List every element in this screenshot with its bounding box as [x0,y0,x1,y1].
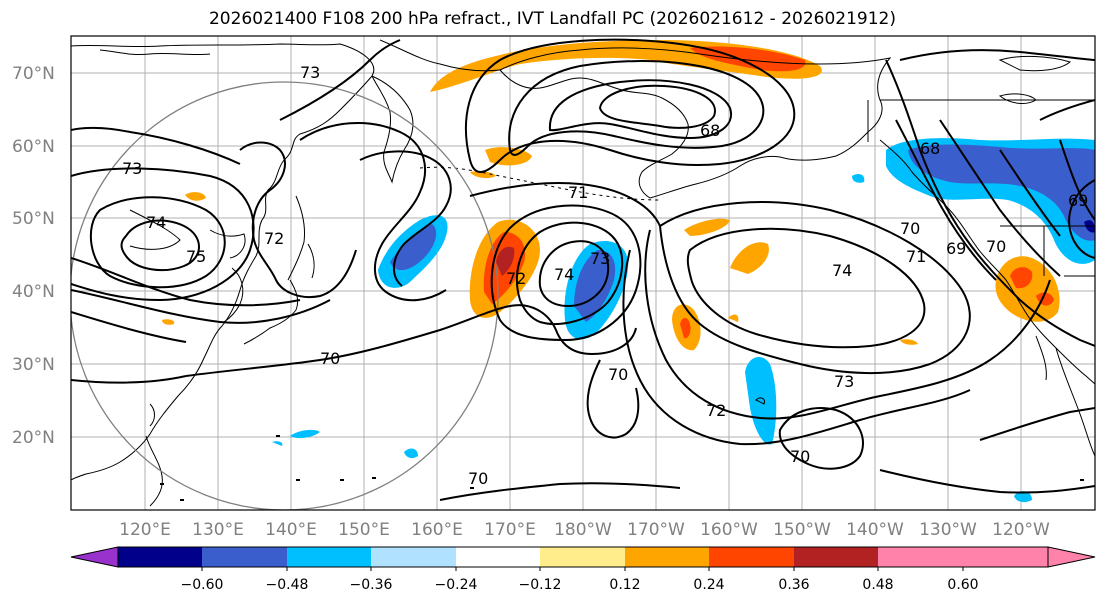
colorbar-segment [794,547,878,567]
shade-positive-california-core [1010,267,1033,289]
shade-positive-small-d [728,314,739,322]
lon-label: 130°W [919,520,977,540]
shade-negative-goa-core [908,144,1095,241]
lon-label: 130°E [192,520,244,540]
lon-label: 170°W [627,520,685,540]
contour-label: 75 [186,247,206,266]
colorbar-segment [118,547,202,567]
lon-label: 140°E [265,520,317,540]
contour-labels: 73 73 74 75 72 68 71 72 74 73 70 70 74 7… [122,63,1088,488]
lon-label: 150°E [338,520,390,540]
map-frame [70,35,1096,511]
contour-label: 73 [590,249,610,268]
colorbar-tick-label: −0.48 [266,577,309,593]
shade-positive-160w-core [680,318,691,339]
lon-label: 120°W [992,520,1050,540]
contour-label: 71 [906,247,926,266]
contour-label: 72 [264,229,284,248]
colorbar-tick-label: −0.12 [519,577,562,593]
contour-label: 71 [568,183,588,202]
contour-label: 70 [468,469,488,488]
shade-negative-small-g [404,448,418,459]
contour-label: 68 [920,139,940,158]
colorbar-segment [540,547,625,567]
colorbar-segment [287,547,371,567]
shade-positive-cpac-deep [496,246,515,276]
lat-label: 20°N [12,428,55,448]
colorbar-tick-label: 0.24 [693,577,724,593]
shade-negative-small-h [272,441,283,446]
shade-positive-small-c [684,218,730,236]
contour-label: 72 [506,269,526,288]
shade-negative-small-f [290,429,320,439]
colorbar-segment [625,547,709,567]
latitude-labels: 70°N 60°N 50°N 40°N 30°N 20°N [12,64,55,448]
shade-positive-155w [730,242,769,274]
colorbar-tick-label: 0.12 [609,577,640,593]
shade-positive-small-b [470,171,496,179]
figure-title: 2026021400 F108 200 hPa refract., IVT La… [208,9,896,29]
contour-label: 73 [300,63,320,82]
contour-label: 70 [608,365,628,384]
contour-label: 73 [122,159,142,178]
lon-label: 140°W [846,520,904,540]
contour-label: 70 [790,447,810,466]
colorbar-tick-label: 0.36 [778,577,809,593]
colorbar-extend-low [70,546,119,568]
colorbar-tick-label: 0.60 [947,577,978,593]
lat-label: 60°N [12,137,55,157]
shade-positive-small-a [185,192,206,201]
contour-label: 69 [1068,191,1088,210]
colorbar-segment [202,547,287,567]
gridlines [71,36,1095,510]
colorbar-segment [456,547,540,567]
shade-positive-small-e [900,339,918,345]
contour-label: 73 [834,372,854,391]
colorbar-segment [963,547,1048,567]
reference-circle [71,81,499,510]
colorbar-segment [878,547,963,567]
colorbar-extend-high [1047,546,1096,568]
contour-label: 72 [706,401,726,420]
colorbar-segment [371,547,456,567]
lat-label: 40°N [12,282,55,302]
contour-label: 70 [320,349,340,368]
shade-positive-small-k [162,319,175,325]
colorbar-tick-label: −0.36 [350,577,393,593]
shade-negative-dateline-core [574,250,616,322]
lon-label: 180°W [554,520,612,540]
lon-label: 160°E [411,520,463,540]
shade-negative-small-j [852,174,865,183]
lat-label: 30°N [12,355,55,375]
colorbar-segment [709,547,794,567]
lat-label: 50°N [12,209,55,229]
contour-label: 74 [554,265,574,284]
lon-label: 120°E [119,520,171,540]
colorbar-tick-label: −0.60 [181,577,224,593]
longitude-labels: 120°E 130°E 140°E 150°E 160°E 170°E 180°… [119,520,1050,540]
shade-negative-hawaii [745,357,777,445]
lon-label: 160°W [700,520,758,540]
lat-label: 70°N [12,64,55,84]
lon-label: 170°E [484,520,536,540]
contour-label: 70 [986,237,1006,256]
shade-negative-wpac-core [390,224,437,271]
contour-label: 74 [146,213,166,232]
colorbar-tick-label: −0.24 [435,577,478,593]
contour-label: 68 [700,121,720,140]
colorbar: −0.60 −0.48 −0.36 −0.24 −0.12 0.12 0.24 … [70,546,1096,593]
refractivity-contours [71,38,1095,501]
shade-negative-small-i [1014,491,1032,503]
lon-label: 150°W [773,520,831,540]
contour-label: 70 [900,219,920,238]
colorbar-tick-label: 0.48 [862,577,893,593]
colorbar-outline [117,546,1049,568]
contour-label: 69 [946,239,966,258]
contour-label: 74 [832,261,852,280]
